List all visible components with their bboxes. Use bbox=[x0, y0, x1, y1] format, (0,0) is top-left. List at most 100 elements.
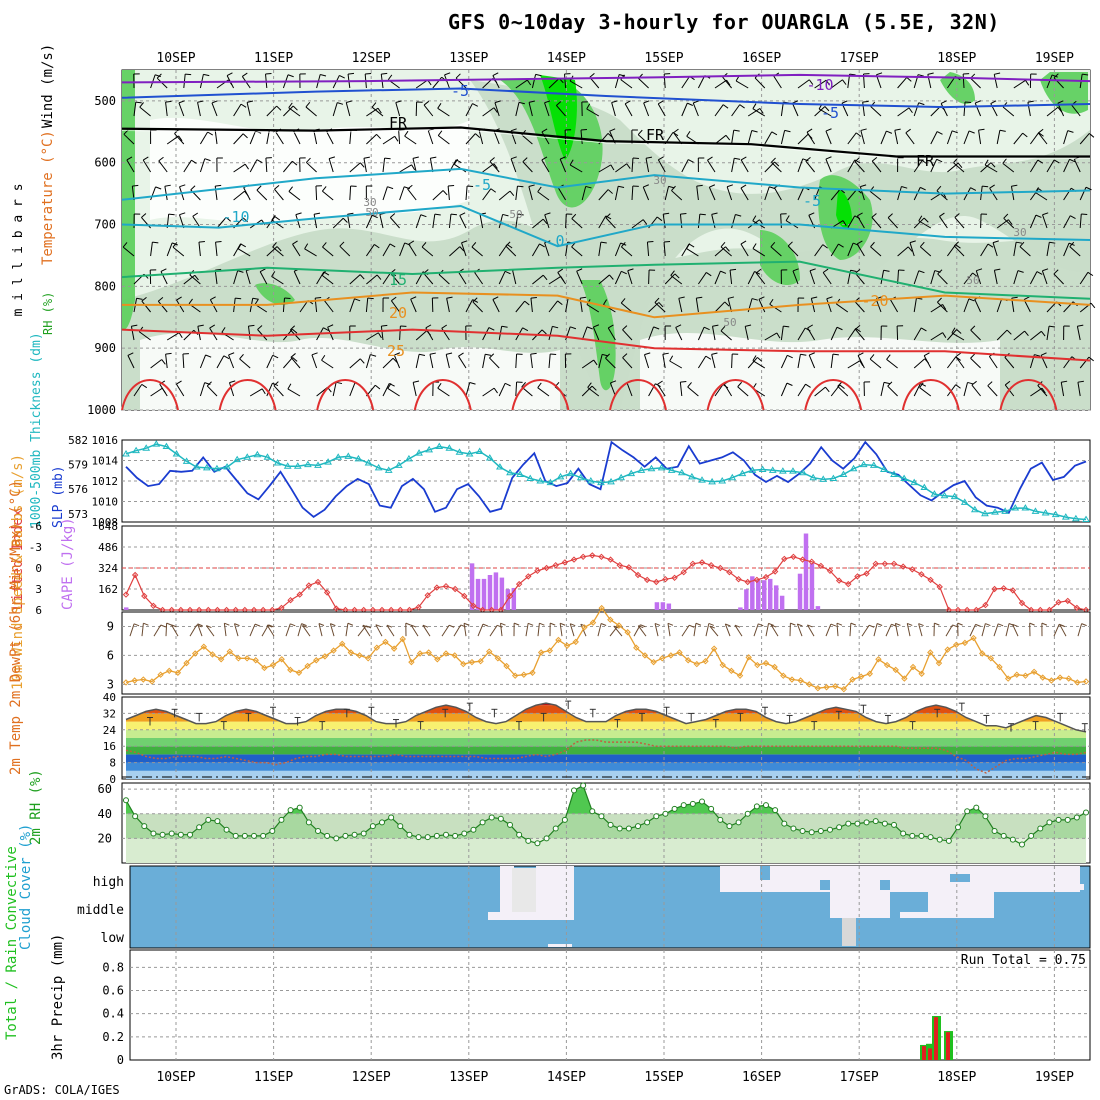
wind10-barb-flag bbox=[1029, 622, 1035, 626]
wind10-marker bbox=[451, 652, 458, 659]
date-label-top: 10SEP bbox=[156, 51, 195, 66]
slp-tick: 1008 bbox=[92, 516, 119, 529]
wind-barb bbox=[737, 386, 749, 397]
rh2m-marker bbox=[717, 816, 724, 823]
date-label-top: 14SEP bbox=[547, 51, 586, 66]
wind-barb bbox=[399, 164, 412, 173]
rh2m-marker bbox=[342, 832, 349, 839]
wind-barb-flag bbox=[811, 296, 818, 299]
thickness-marker bbox=[314, 461, 322, 468]
wind-barb-flag bbox=[327, 324, 334, 328]
wind-barb bbox=[627, 270, 633, 285]
cape-bar bbox=[660, 602, 666, 610]
wind-barb-flag bbox=[413, 380, 420, 383]
wind-barb-flag bbox=[229, 380, 236, 384]
wind-barb bbox=[150, 242, 153, 257]
wind-barb-flag bbox=[605, 213, 611, 219]
wind10-marker bbox=[866, 670, 873, 677]
wind-barb-flag bbox=[1085, 186, 1092, 191]
wind-barb bbox=[645, 158, 650, 173]
rh2m-marker bbox=[1000, 832, 1007, 839]
wind-barb bbox=[797, 383, 806, 397]
wind-barb-flag bbox=[528, 184, 535, 187]
wind-barb bbox=[198, 242, 201, 257]
wind-barb bbox=[887, 217, 898, 229]
wind-barb bbox=[565, 213, 567, 229]
wind-barb-flag bbox=[587, 382, 592, 388]
wind-barb-flag bbox=[1051, 74, 1058, 78]
thickness-marker bbox=[890, 470, 898, 477]
wind-barb bbox=[1046, 326, 1050, 341]
wind-barb-flag bbox=[471, 242, 477, 248]
wind-barb bbox=[592, 326, 600, 341]
cape-bar bbox=[779, 595, 785, 610]
isotherm-5 bbox=[121, 167, 1091, 201]
wind-barb-flag bbox=[304, 243, 309, 250]
wind10-barb bbox=[569, 623, 575, 637]
wind-barb-flag bbox=[290, 325, 296, 331]
wind-barb bbox=[631, 185, 634, 201]
wind-barb bbox=[288, 107, 301, 117]
wind-barb bbox=[930, 270, 936, 285]
thickness-marker bbox=[122, 449, 130, 457]
wind-barb-flag bbox=[605, 353, 611, 359]
wind10-barb bbox=[796, 623, 803, 637]
wind10-barb bbox=[753, 623, 759, 637]
wind-barb bbox=[387, 388, 400, 397]
thickness-marker bbox=[698, 476, 706, 483]
rh2m-marker bbox=[388, 814, 395, 821]
thickness-marker bbox=[243, 453, 252, 460]
wind-label: Wind (m/s) bbox=[40, 44, 56, 128]
wind10-barb bbox=[969, 624, 977, 637]
wind10-barb-flag bbox=[527, 622, 534, 626]
wind-barb bbox=[404, 135, 417, 145]
slp-label: SLP (mb) bbox=[51, 465, 66, 528]
wind-barb-flag bbox=[693, 100, 700, 104]
wind-barb bbox=[897, 186, 902, 201]
isotherms bbox=[121, 73, 1091, 411]
wind-barb bbox=[326, 131, 334, 145]
wind-barb-flag bbox=[752, 103, 757, 109]
rh2m-marker bbox=[497, 815, 504, 822]
wind-barb-flag bbox=[542, 218, 548, 225]
wind-barb bbox=[1004, 356, 1015, 369]
wind-barb-flag bbox=[394, 352, 401, 356]
wind-barb-flag bbox=[939, 212, 945, 217]
wind-barb-flag bbox=[967, 381, 974, 385]
wind10-marker bbox=[762, 659, 770, 667]
wind-barb-flag bbox=[705, 355, 712, 360]
wind10-barb bbox=[1012, 624, 1019, 637]
wind-barb bbox=[675, 327, 683, 341]
wind-barb bbox=[183, 74, 186, 89]
wind-barb bbox=[412, 382, 417, 397]
wind-barb-flag bbox=[559, 156, 566, 160]
wind-barb-flag bbox=[624, 100, 631, 105]
wind-barb-flag bbox=[837, 381, 843, 387]
wind-barb-flag bbox=[722, 104, 729, 109]
thickness-marker bbox=[869, 461, 878, 468]
wind-barb-flag bbox=[541, 329, 547, 335]
thickness-marker bbox=[789, 467, 797, 474]
wind-barb bbox=[233, 270, 239, 285]
li-marker bbox=[1018, 599, 1026, 607]
wind-barb bbox=[974, 299, 982, 313]
wind-barb-flag bbox=[421, 242, 427, 248]
wind10-barb-flag bbox=[570, 623, 576, 627]
wind10-barb bbox=[375, 624, 383, 637]
wind-barb bbox=[735, 80, 749, 89]
cloud-block bbox=[1040, 878, 1054, 892]
wind-barb bbox=[847, 159, 856, 173]
wind-barb bbox=[379, 214, 384, 229]
wind-barb-flag bbox=[955, 352, 962, 358]
thickness-marker bbox=[213, 464, 221, 472]
wind-barb bbox=[206, 385, 218, 397]
wind10-marker bbox=[1013, 671, 1021, 678]
li-marker bbox=[543, 564, 550, 572]
wind10-marker bbox=[961, 639, 969, 647]
wind-barb-flag bbox=[442, 190, 448, 196]
wind-barb-flag bbox=[407, 184, 413, 190]
wind-barb-flag bbox=[239, 353, 244, 360]
wind-barb-flag bbox=[987, 243, 994, 248]
wind-barb bbox=[581, 326, 588, 341]
wind-barb bbox=[515, 300, 526, 313]
